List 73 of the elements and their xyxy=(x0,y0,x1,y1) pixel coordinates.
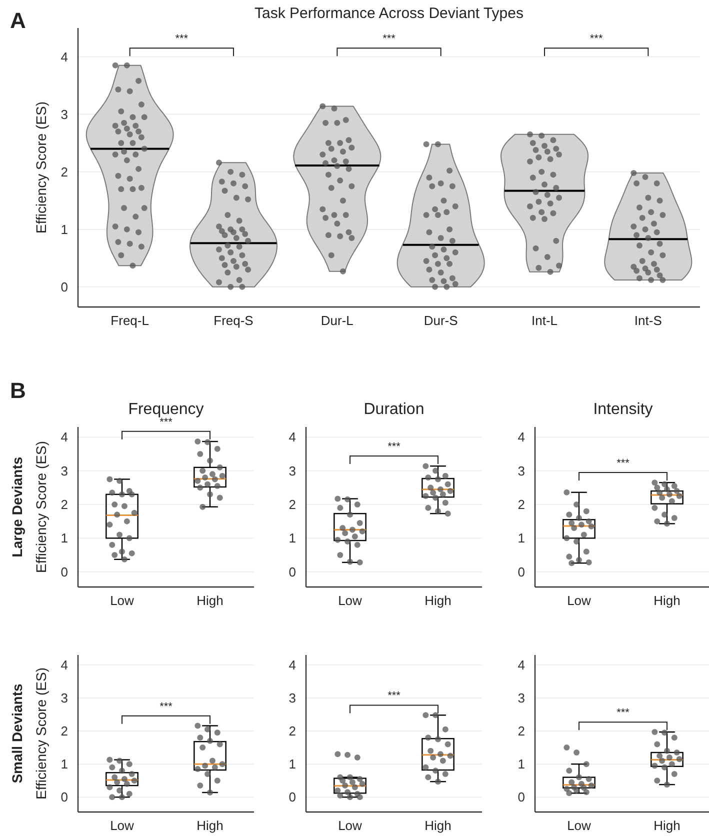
annotation: *** xyxy=(160,416,174,428)
x-tick-label: High xyxy=(654,593,680,608)
x-tick-label: Dur-L xyxy=(320,313,354,328)
y-tick-label: 2 xyxy=(518,497,525,512)
y-axis-title: Efficiency Score (ES) xyxy=(33,101,49,234)
y-tick-label: 0 xyxy=(518,790,525,805)
annotation: *** xyxy=(616,707,630,720)
text: Large Deviants xyxy=(9,456,25,558)
text: B xyxy=(10,378,26,403)
x-tick-label: High xyxy=(424,593,452,608)
x-tick-label: High xyxy=(424,818,452,833)
y-tick-label: 2 xyxy=(60,724,68,739)
y-tick-label: 4 xyxy=(60,430,68,445)
y-tick-label: 1 xyxy=(518,530,525,546)
y-tick-label: 4 xyxy=(288,657,296,672)
y-tick-label: 3 xyxy=(60,463,68,478)
y-tick-label: 3 xyxy=(518,690,525,706)
y-tick-label: 3 xyxy=(60,106,68,122)
x-tick-label: High xyxy=(196,593,224,608)
y-tick-label: 4 xyxy=(518,657,525,672)
y-tick-label: 1 xyxy=(60,222,68,237)
text: A xyxy=(10,8,26,33)
x-tick-label: Int-S xyxy=(634,313,662,328)
y-tick-label: 0 xyxy=(60,790,68,805)
y-tick-label: 2 xyxy=(288,497,296,512)
y-tick-label: 4 xyxy=(60,49,68,64)
y-tick-label: 1 xyxy=(60,530,68,546)
y-axis-title: Efficiency Score (ES) xyxy=(33,667,49,800)
x-tick-label: Low xyxy=(567,593,592,608)
y-tick-label: 2 xyxy=(60,164,68,180)
chart-title: Intensity xyxy=(593,401,653,418)
x-tick-label: Low xyxy=(567,818,592,833)
annotation: *** xyxy=(616,457,630,470)
y-tick-label: 2 xyxy=(518,724,525,739)
y-tick-label: 0 xyxy=(288,564,296,580)
y-tick-label: 4 xyxy=(60,657,68,672)
y-tick-label: 0 xyxy=(518,564,525,580)
annotation: *** xyxy=(590,33,604,46)
x-tick-label: High xyxy=(196,818,224,833)
annotation: *** xyxy=(388,690,402,702)
y-tick-label: 0 xyxy=(288,790,296,805)
y-tick-label: 2 xyxy=(288,724,296,739)
x-tick-label: Freq-S xyxy=(214,313,254,328)
y-axis-title: Efficiency Score (ES) xyxy=(33,440,49,574)
y-tick-label: 0 xyxy=(60,279,68,294)
x-tick-label: High xyxy=(654,818,680,833)
y-tick-label: 1 xyxy=(288,530,296,546)
annotation: *** xyxy=(175,33,189,46)
x-tick-label: Dur-S xyxy=(424,313,458,328)
y-tick-label: 3 xyxy=(518,463,525,478)
y-tick-label: 3 xyxy=(60,690,68,706)
y-tick-label: 1 xyxy=(60,756,68,772)
x-tick-label: Int-L xyxy=(531,313,558,328)
y-tick-label: 2 xyxy=(60,497,68,512)
annotation: *** xyxy=(160,700,174,713)
y-tick-label: 4 xyxy=(518,430,525,445)
text: Small Deviants xyxy=(9,683,25,784)
y-tick-label: 1 xyxy=(518,756,525,772)
y-tick-label: 0 xyxy=(60,564,68,580)
annotation: *** xyxy=(382,33,396,46)
annotation: *** xyxy=(388,440,402,453)
chart-title: Task Performance Across Deviant Types xyxy=(254,5,524,22)
x-tick-label: Freq-L xyxy=(110,313,149,328)
x-tick-label: Low xyxy=(338,818,363,833)
x-tick-label: Low xyxy=(110,593,135,608)
x-tick-label: Low xyxy=(110,818,135,833)
chart-title: Duration xyxy=(364,401,424,418)
y-tick-label: 4 xyxy=(288,430,296,445)
y-tick-label: 1 xyxy=(288,756,296,772)
y-tick-label: 3 xyxy=(288,463,296,478)
x-tick-label: Low xyxy=(338,593,363,608)
chart-title: Frequency xyxy=(128,401,204,418)
y-tick-label: 3 xyxy=(288,690,296,706)
